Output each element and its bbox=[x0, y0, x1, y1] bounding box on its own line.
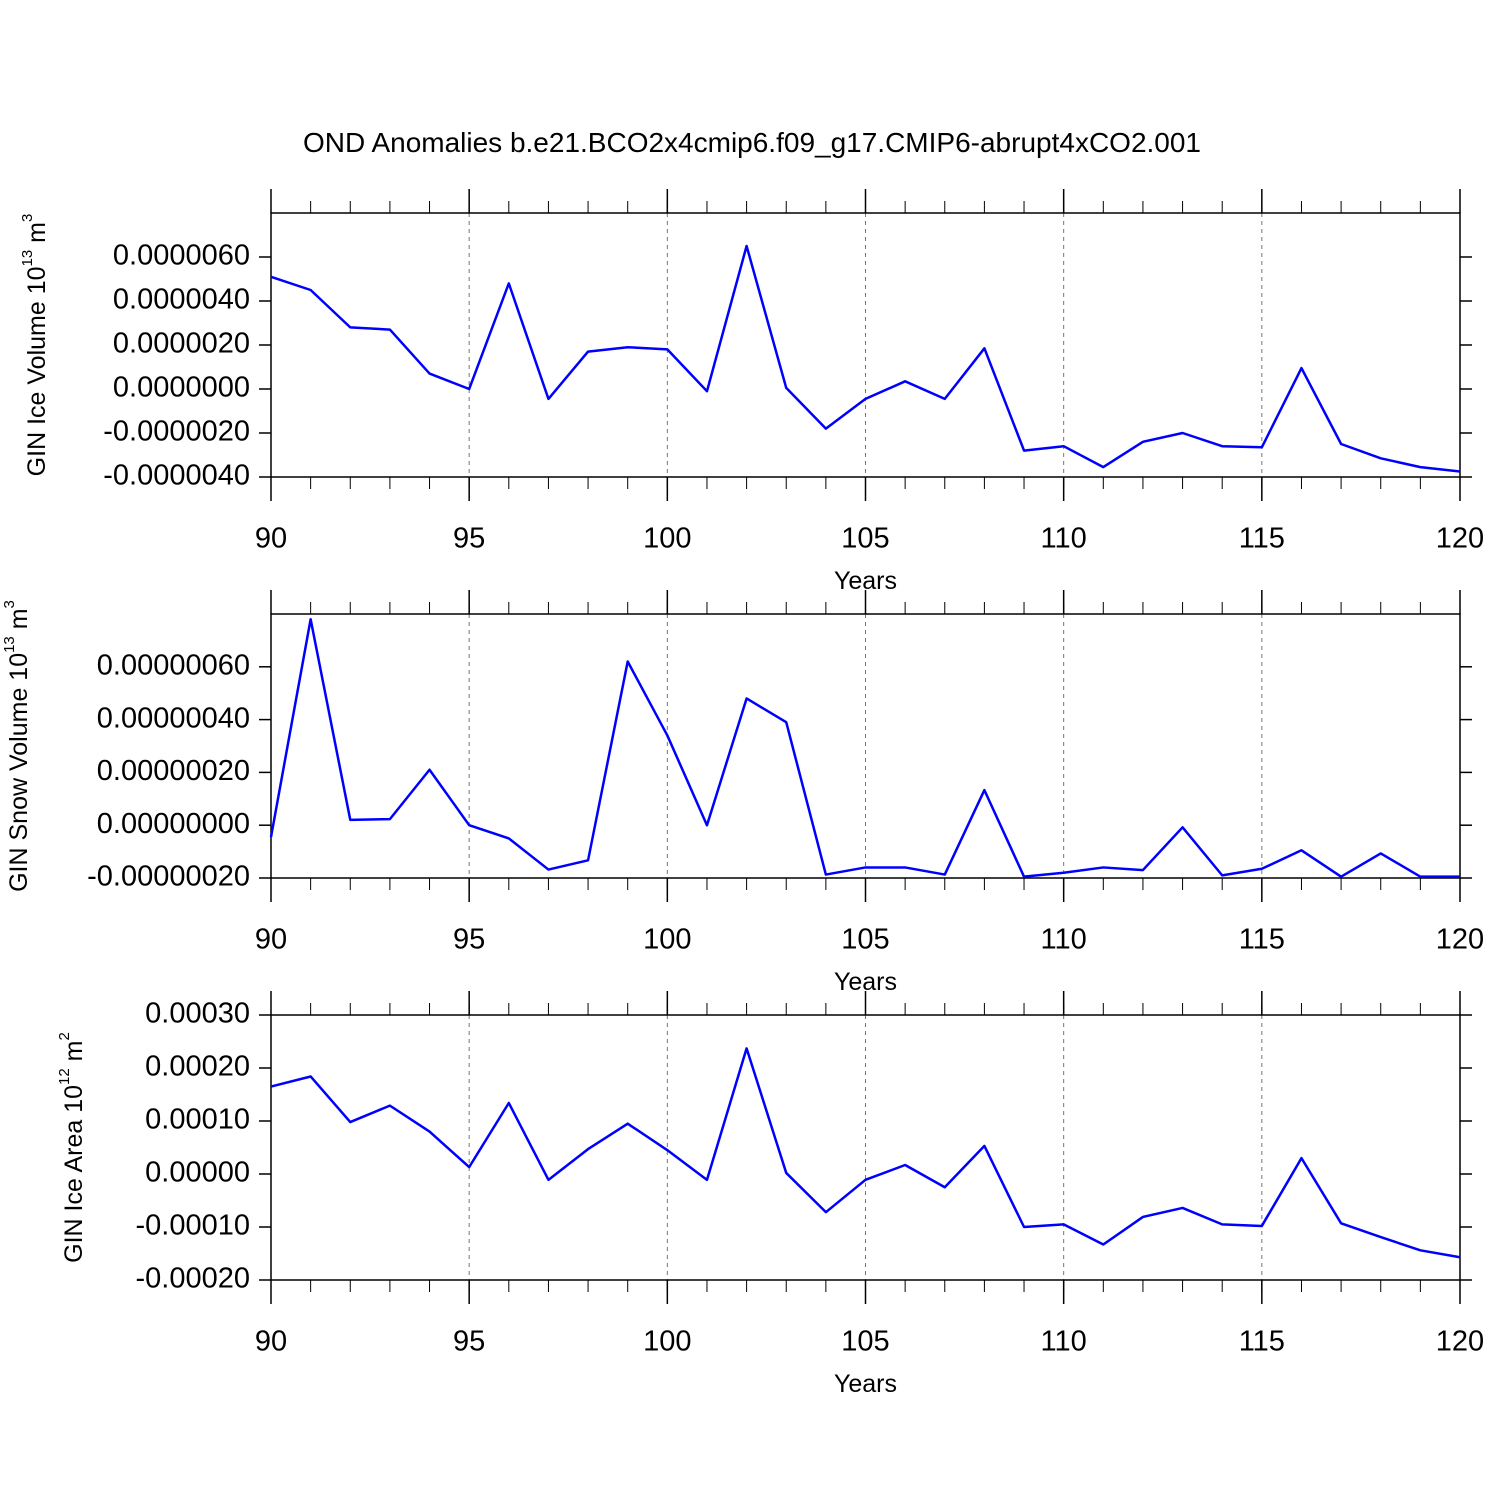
y-axis-label: GIN Snow Volume 1013 m3 bbox=[1, 600, 33, 892]
data-line bbox=[270, 1047, 1461, 1259]
y-tick-label: 0.00000000 bbox=[97, 808, 250, 840]
plot-frame bbox=[270, 613, 1461, 879]
y-tick-label: 0.0000060 bbox=[113, 240, 250, 272]
data-line bbox=[269, 618, 1460, 878]
y-label-unit-exp: 3 bbox=[1, 600, 18, 608]
x-tick-label: 120 bbox=[1436, 1326, 1484, 1358]
y-tick-label: 0.0000040 bbox=[113, 284, 250, 316]
y-tick-label: 0.0000020 bbox=[113, 328, 250, 360]
y-label-text: GIN Ice Area 10 bbox=[60, 1085, 88, 1263]
y-tick-label: 0.00000040 bbox=[97, 702, 250, 734]
y-tick-label: 0.00000 bbox=[145, 1157, 250, 1189]
y-label-exp: 13 bbox=[1, 636, 18, 653]
y-label-unit-exp: 3 bbox=[19, 214, 36, 222]
plot-frame bbox=[270, 212, 1461, 478]
y-tick-label: 0.00000060 bbox=[97, 649, 250, 681]
y-axis-label: GIN Ice Area 1012 m2 bbox=[56, 1032, 88, 1263]
y-label-unit: m bbox=[5, 608, 33, 636]
x-tick-label: 115 bbox=[1239, 523, 1285, 555]
y-tick-label: -0.00020 bbox=[136, 1263, 251, 1295]
y-tick-label: -0.0000040 bbox=[103, 460, 250, 492]
y-tick-label: -0.00000020 bbox=[87, 861, 250, 893]
x-tick-label: 100 bbox=[643, 1326, 691, 1358]
plot-frame bbox=[270, 1014, 1461, 1281]
y-label-text: GIN Ice Volume 10 bbox=[23, 266, 51, 476]
x-tick-label: 110 bbox=[1041, 924, 1087, 956]
y-tick-label: 0.00000020 bbox=[97, 755, 250, 787]
y-tick-label: 0.00030 bbox=[145, 998, 250, 1030]
y-label-exp: 12 bbox=[56, 1068, 73, 1085]
chart-title: OND Anomalies b.e21.BCO2x4cmip6.f09_g17.… bbox=[303, 127, 1201, 158]
y-tick-label: 0.0000000 bbox=[113, 372, 250, 404]
y-label-exp: 13 bbox=[19, 250, 36, 267]
x-axis-label: Years bbox=[834, 1370, 897, 1398]
y-tick-label: 0.00010 bbox=[145, 1104, 250, 1136]
x-tick-label: 90 bbox=[255, 523, 287, 555]
x-tick-label: 115 bbox=[1239, 1326, 1285, 1358]
y-label-unit-exp: 2 bbox=[56, 1032, 73, 1040]
data-line bbox=[270, 244, 1461, 473]
x-tick-label: 90 bbox=[255, 1326, 287, 1358]
x-tick-label: 110 bbox=[1041, 523, 1087, 555]
x-tick-label: 115 bbox=[1239, 924, 1285, 956]
x-tick-label: 95 bbox=[453, 924, 485, 956]
x-tick-label: 110 bbox=[1041, 1326, 1087, 1358]
x-tick-label: 105 bbox=[841, 1326, 889, 1358]
y-tick-label: -0.0000020 bbox=[103, 416, 250, 448]
x-tick-label: 105 bbox=[841, 523, 889, 555]
x-tick-label: 95 bbox=[453, 523, 485, 555]
x-tick-label: 120 bbox=[1436, 924, 1484, 956]
y-label-text: GIN Snow Volume 10 bbox=[5, 653, 33, 892]
x-tick-label: 95 bbox=[453, 1326, 485, 1358]
y-tick-label: 0.00020 bbox=[145, 1051, 250, 1083]
y-label-unit: m bbox=[60, 1041, 88, 1069]
x-tick-label: 120 bbox=[1436, 523, 1484, 555]
x-tick-label: 105 bbox=[841, 924, 889, 956]
y-tick-label: -0.00010 bbox=[136, 1210, 251, 1242]
x-tick-label: 90 bbox=[255, 924, 287, 956]
x-tick-label: 100 bbox=[643, 924, 691, 956]
x-tick-label: 100 bbox=[643, 523, 691, 555]
y-label-unit: m bbox=[23, 222, 51, 250]
y-axis-label: GIN Ice Volume 1013 m3 bbox=[19, 214, 51, 477]
